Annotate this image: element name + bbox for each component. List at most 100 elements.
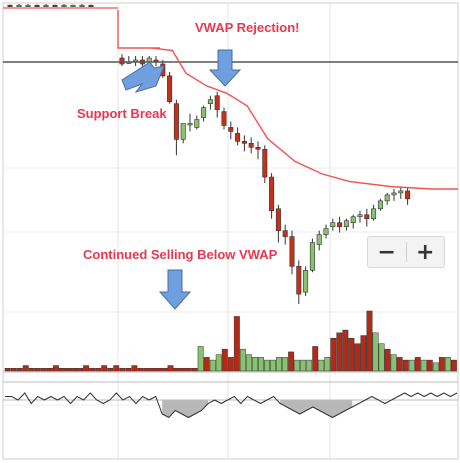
volume-bar xyxy=(221,348,228,372)
candle-body xyxy=(207,99,213,104)
annotation-continued-selling: Continued Selling Below VWAP xyxy=(83,247,278,262)
volume-bar xyxy=(450,359,457,372)
candle-body xyxy=(377,200,383,210)
volume-bar xyxy=(4,368,11,372)
candles xyxy=(3,4,411,305)
zoom-control: − + xyxy=(367,236,445,268)
candle-body xyxy=(364,214,370,220)
annotation-vwap-rejection: VWAP Rejection! xyxy=(195,20,300,35)
volume-bar xyxy=(251,357,258,372)
candle-body xyxy=(43,4,49,7)
volume-bar xyxy=(197,346,204,372)
volume-bar xyxy=(336,332,343,372)
zoom-in-button[interactable]: + xyxy=(416,239,435,265)
candle-body xyxy=(70,4,76,7)
volume-bar xyxy=(384,348,391,372)
candle-body xyxy=(34,4,40,7)
volume-bar xyxy=(432,362,439,372)
volume-bar xyxy=(46,368,53,372)
volume-bar xyxy=(396,357,403,372)
volume-bar xyxy=(390,354,397,372)
candle-body xyxy=(235,133,241,142)
candle-body xyxy=(309,242,315,271)
volume-bar xyxy=(294,359,301,372)
volume-bar xyxy=(107,368,114,372)
volume-bar xyxy=(65,368,71,372)
volume-bar xyxy=(215,354,222,372)
volume-bar xyxy=(258,357,264,372)
candle-body xyxy=(119,57,125,65)
volume-panel xyxy=(4,310,457,372)
volume-bar xyxy=(354,343,361,372)
candle-body xyxy=(16,4,22,7)
volume-bar xyxy=(161,368,168,372)
volume-bar xyxy=(77,368,84,372)
volume-bar xyxy=(34,368,41,372)
arrows xyxy=(121,49,242,310)
candle-body xyxy=(255,147,261,150)
candle-body xyxy=(79,4,85,7)
candle-body xyxy=(167,75,173,102)
volume-bar xyxy=(408,359,415,372)
volume-bar xyxy=(330,338,337,372)
oscillator-panel xyxy=(3,392,458,419)
candle-body xyxy=(391,192,397,196)
candle-body xyxy=(316,234,322,245)
volume-bar xyxy=(131,365,138,372)
volume-bar xyxy=(324,357,331,372)
volume-bar xyxy=(173,368,180,372)
zoom-out-button[interactable]: − xyxy=(377,239,396,265)
candle-body xyxy=(173,103,179,140)
volume-bar xyxy=(366,310,373,372)
volume-bar xyxy=(360,335,367,372)
volume-bar xyxy=(10,368,17,372)
candle-body xyxy=(7,4,13,7)
candle-body xyxy=(398,190,404,194)
volume-bar xyxy=(282,357,289,372)
candle-body xyxy=(262,148,268,178)
candle-body xyxy=(289,236,295,267)
arrow-support-break-icon xyxy=(121,61,165,93)
volume-bar xyxy=(143,368,150,372)
volume-bar xyxy=(245,354,252,372)
candle-body xyxy=(357,214,363,218)
volume-bar xyxy=(167,365,174,372)
arrow-vwap-rejection-icon xyxy=(208,49,242,87)
volume-bar xyxy=(203,357,210,372)
zoom-separator xyxy=(405,242,407,262)
volume-bar xyxy=(179,368,186,372)
volume-bar xyxy=(426,359,433,372)
volume-bar xyxy=(119,368,126,372)
arrow-continued-selling-icon xyxy=(158,269,192,310)
volume-bar xyxy=(137,368,144,372)
volume-bar xyxy=(113,365,120,372)
candle-body xyxy=(187,123,193,126)
volume-bar xyxy=(300,359,307,372)
oscillator-line xyxy=(5,392,458,419)
volume-bar xyxy=(155,368,162,372)
candle-body xyxy=(214,95,220,110)
volume-bar xyxy=(28,368,35,372)
candle-body xyxy=(221,111,227,126)
candle-body xyxy=(269,176,275,212)
candle-body xyxy=(194,119,200,128)
volume-bar xyxy=(414,357,421,372)
volume-bar xyxy=(239,348,246,372)
volume-bar xyxy=(276,357,283,372)
volume-bar xyxy=(318,359,325,372)
volume-bar xyxy=(40,368,47,372)
volume-bar xyxy=(95,368,102,372)
volume-bar xyxy=(125,368,132,372)
candle-body xyxy=(61,4,67,7)
volume-bar xyxy=(420,359,427,372)
volume-bar xyxy=(149,368,156,372)
candle-body xyxy=(52,4,58,7)
volume-bar xyxy=(306,359,313,372)
candle-body xyxy=(303,269,309,293)
volume-bar xyxy=(185,368,192,372)
candle-body xyxy=(201,107,207,118)
candle-body xyxy=(282,230,288,237)
volume-bar xyxy=(264,359,270,372)
volume-bar xyxy=(233,316,240,372)
